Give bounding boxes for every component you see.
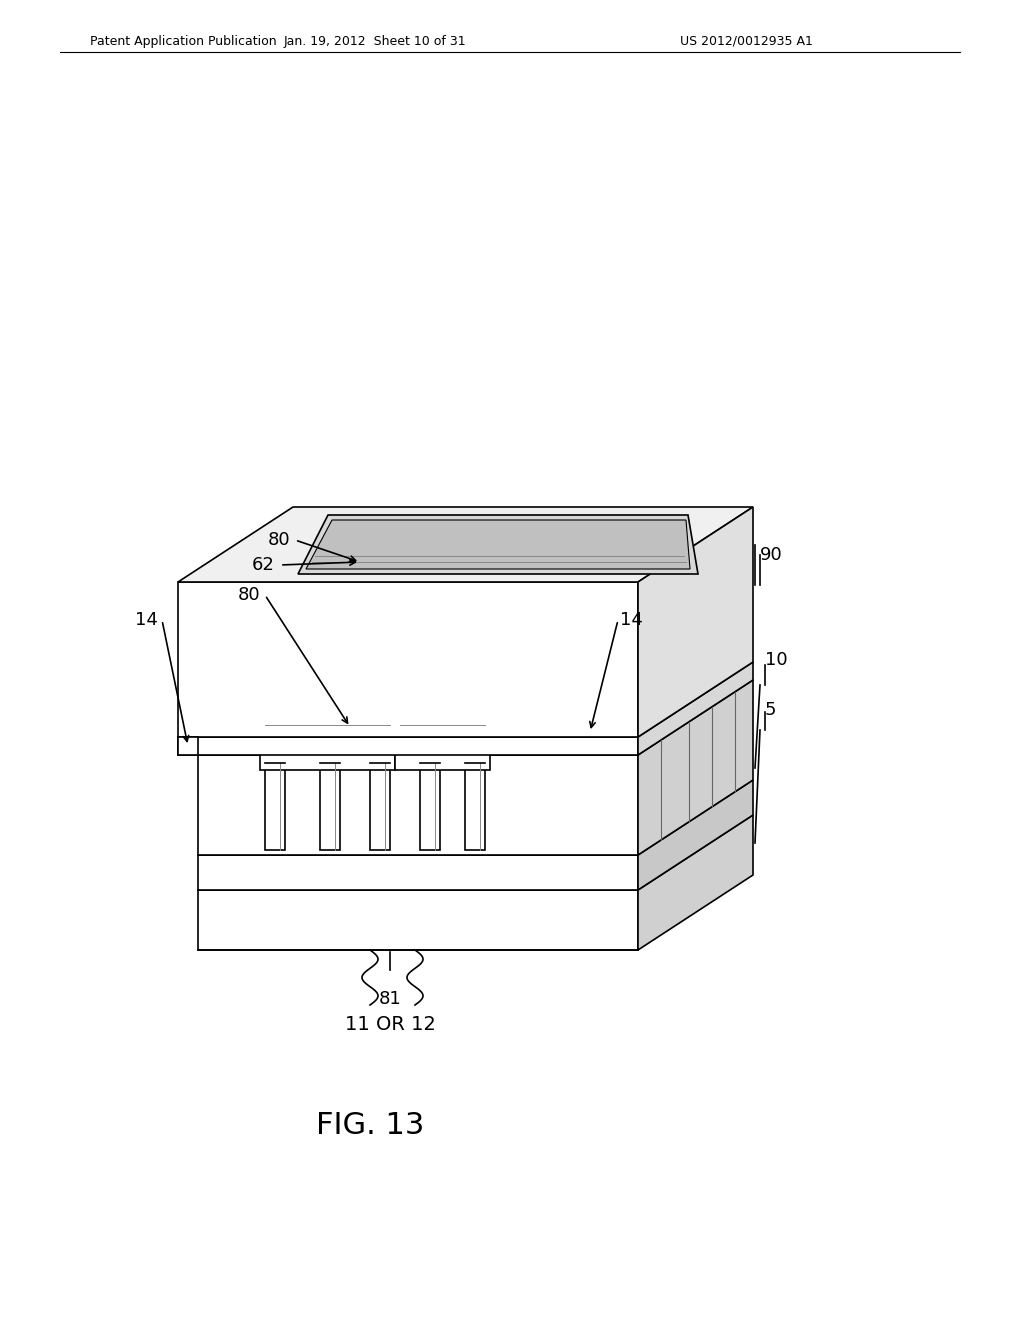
Text: 81: 81	[379, 990, 401, 1008]
Text: US 2012/0012935 A1: US 2012/0012935 A1	[680, 36, 813, 48]
Polygon shape	[198, 890, 638, 950]
Polygon shape	[260, 719, 395, 770]
Polygon shape	[178, 507, 753, 582]
Polygon shape	[465, 763, 485, 850]
Text: 80: 80	[267, 531, 290, 549]
Polygon shape	[178, 737, 638, 755]
Polygon shape	[265, 763, 285, 850]
Polygon shape	[178, 663, 753, 737]
Text: 14: 14	[620, 611, 643, 630]
Polygon shape	[638, 680, 753, 855]
Text: 90: 90	[760, 546, 782, 564]
Polygon shape	[638, 814, 753, 950]
Polygon shape	[198, 855, 638, 890]
Polygon shape	[420, 763, 440, 850]
Polygon shape	[198, 755, 638, 855]
Text: 62: 62	[252, 556, 275, 574]
Text: 14: 14	[135, 611, 158, 630]
Polygon shape	[298, 515, 698, 574]
Text: 10: 10	[765, 651, 787, 669]
Polygon shape	[319, 763, 340, 850]
Text: FIG. 13: FIG. 13	[315, 1110, 424, 1139]
Polygon shape	[638, 663, 753, 755]
Text: 80: 80	[238, 586, 260, 605]
Polygon shape	[638, 507, 753, 737]
Polygon shape	[370, 763, 390, 850]
Polygon shape	[198, 814, 753, 890]
Polygon shape	[198, 680, 753, 755]
Polygon shape	[178, 582, 638, 737]
Polygon shape	[395, 719, 490, 770]
Text: Patent Application Publication: Patent Application Publication	[90, 36, 276, 48]
Text: 11 OR 12: 11 OR 12	[344, 1015, 435, 1034]
Polygon shape	[178, 737, 198, 755]
Polygon shape	[306, 520, 690, 569]
Text: 5: 5	[765, 701, 776, 719]
Text: Jan. 19, 2012  Sheet 10 of 31: Jan. 19, 2012 Sheet 10 of 31	[284, 36, 466, 48]
Polygon shape	[198, 780, 753, 855]
Polygon shape	[638, 780, 753, 890]
